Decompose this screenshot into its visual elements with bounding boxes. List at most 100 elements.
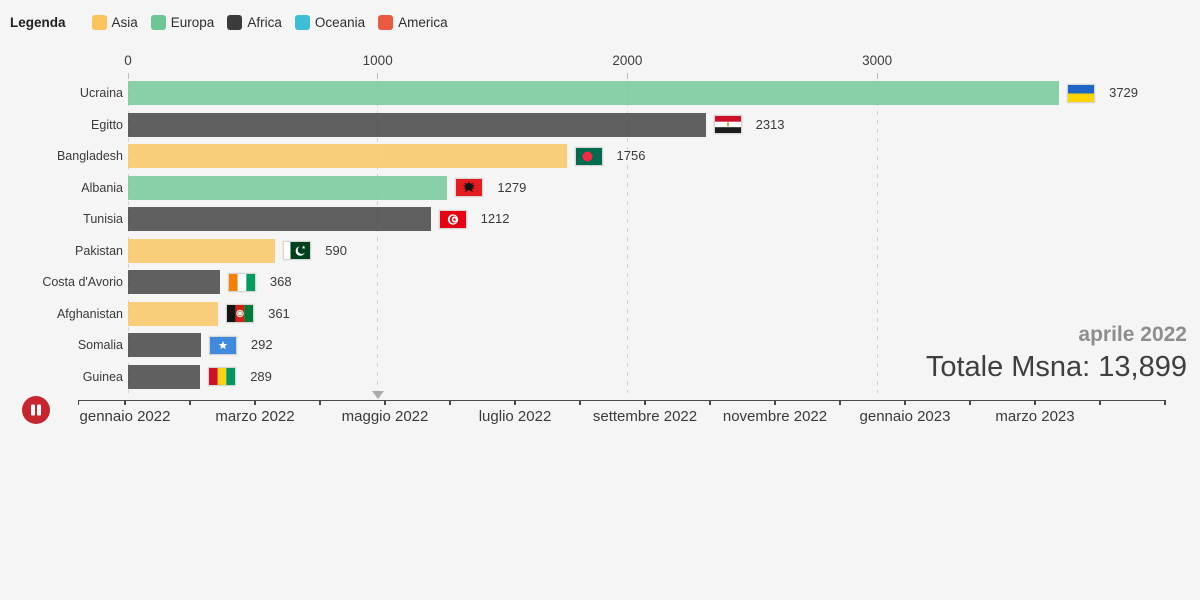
legend-label: Europa xyxy=(170,14,215,30)
timeline-tick xyxy=(254,400,256,405)
bar-value-ucraina: 3729 xyxy=(1109,85,1139,100)
timeline-tick xyxy=(319,400,321,405)
flag-afghanistan-icon xyxy=(226,304,255,323)
timeline-tick xyxy=(774,400,776,405)
legend-item-oceania: Oceania xyxy=(294,14,366,30)
country-label-afghanistan: Afghanistan xyxy=(56,306,123,321)
legend-item-america: America xyxy=(378,14,448,30)
gridline-1000 xyxy=(377,75,379,393)
country-label-egitto: Egitto xyxy=(91,117,123,132)
legend-swatch-oceania xyxy=(294,14,310,30)
legend-swatch-asia xyxy=(91,14,107,30)
x-axis-tick-label: 0 xyxy=(124,53,132,68)
country-label-costa-d-avorio: Costa d'Avorio xyxy=(42,275,123,289)
timeline-tick xyxy=(1034,400,1036,405)
x-axis-tick-mark xyxy=(626,73,628,79)
timeline-tick xyxy=(1164,400,1166,405)
x-axis-tick-mark xyxy=(876,73,878,79)
bar-value-afghanistan: 361 xyxy=(268,305,290,321)
x-axis-tick-label: 3000 xyxy=(862,53,893,68)
timeline-tick xyxy=(514,400,516,405)
country-label-albania: Albania xyxy=(81,180,123,195)
bar-bangladesh xyxy=(128,144,567,168)
legend-swatch-africa xyxy=(227,14,243,30)
bar-value-pakistan: 590 xyxy=(325,242,347,258)
flag-cote-divoire-icon xyxy=(227,272,256,292)
total-msna-value: 13,899 xyxy=(1098,351,1187,383)
country-label-tunisia: Tunisia xyxy=(83,212,123,226)
gridline-3000 xyxy=(876,75,878,393)
legend-label: Oceania xyxy=(314,14,366,30)
timeline-label-gennaio-2023: gennaio 2023 xyxy=(859,408,951,425)
bar-value-egitto: 2313 xyxy=(755,116,785,132)
legend-item-europa: Europa xyxy=(150,14,215,30)
flag-albania-icon xyxy=(455,178,484,197)
flag-ukraine-icon xyxy=(1067,83,1096,103)
x-axis-tick-mark xyxy=(127,73,129,79)
timeline-label-luglio-2022: luglio 2022 xyxy=(478,408,552,425)
timeline-tick xyxy=(1099,400,1101,405)
bar-value-somalia: 292 xyxy=(250,337,273,352)
timeline-tick xyxy=(124,400,126,405)
bar-somalia xyxy=(128,333,201,357)
x-axis-tick-label: 2000 xyxy=(612,53,643,68)
timeline-tick xyxy=(709,400,711,405)
timeline-label-marzo-2022: marzo 2022 xyxy=(215,408,295,425)
flag-somalia-icon xyxy=(208,335,237,355)
bar-ucraina xyxy=(128,81,1060,105)
timeline-tick xyxy=(904,400,906,405)
timeline-track[interactable] xyxy=(78,400,1165,405)
bar-costa-d-avorio xyxy=(128,270,220,294)
country-label-bangladesh: Bangladesh xyxy=(56,149,123,163)
timeline-label-gennaio-2022: gennaio 2022 xyxy=(79,408,171,425)
country-label-guinea: Guinea xyxy=(82,369,123,384)
legend-label: Asia xyxy=(111,14,138,30)
total-msna-label: Totale Msna: 13,899 xyxy=(925,351,1187,383)
bar-guinea xyxy=(128,364,201,389)
pause-button[interactable] xyxy=(22,396,50,424)
timeline-label-novembre-2022: novembre 2022 xyxy=(722,408,828,425)
bar-afghanistan xyxy=(128,301,219,326)
country-label-somalia: Somalia xyxy=(77,338,123,352)
bar-egitto xyxy=(128,112,706,137)
bar-value-albania: 1279 xyxy=(497,179,527,195)
legend-swatch-europa xyxy=(150,14,166,30)
country-label-ucraina: Ucraina xyxy=(79,86,123,100)
x-axis-tick-label: 1000 xyxy=(362,53,393,68)
flag-pakistan-icon xyxy=(283,241,312,260)
timeline-label-maggio-2022: maggio 2022 xyxy=(341,408,429,425)
timeline-label-marzo-2023: marzo 2023 xyxy=(995,408,1075,425)
gridline-0 xyxy=(127,75,129,393)
timeline-tick xyxy=(384,400,386,405)
flag-guinea-icon xyxy=(208,367,237,386)
continent-legend: Legenda Asia Europa Africa Oceania America xyxy=(10,12,448,32)
flag-tunisia-icon xyxy=(438,209,467,229)
current-period-label: aprile 2022 xyxy=(1078,323,1187,346)
legend-item-asia: Asia xyxy=(91,14,138,30)
bar-value-guinea: 289 xyxy=(250,368,272,384)
timeline-tick xyxy=(644,400,646,405)
gridline-2000 xyxy=(626,75,628,393)
status-panel: aprile 2022 Totale Msna: 13,899 xyxy=(926,323,1187,384)
bar-tunisia xyxy=(128,207,431,231)
country-label-pakistan: Pakistan xyxy=(75,243,123,258)
legend-title: Legenda xyxy=(10,14,66,30)
legend-items: Asia Europa Africa Oceania America xyxy=(91,14,448,30)
pause-icon xyxy=(31,404,41,416)
flag-egypt-icon xyxy=(713,115,742,134)
legend-label: Africa xyxy=(247,14,282,30)
flag-bangladesh-icon xyxy=(574,146,603,166)
timeline-tick xyxy=(839,400,841,405)
bar-value-bangladesh: 1756 xyxy=(616,148,646,163)
timeline-tick xyxy=(449,400,451,405)
timeline-slider-handle[interactable] xyxy=(371,391,384,399)
timeline-tick xyxy=(579,400,581,405)
x-axis-tick-mark xyxy=(377,73,379,79)
timeline-tick xyxy=(189,400,191,405)
legend-swatch-america xyxy=(378,14,394,30)
bar-value-costa-d-avorio: 368 xyxy=(269,274,292,289)
timeline-label-settembre-2022: settembre 2022 xyxy=(592,408,698,425)
legend-label: America xyxy=(398,14,448,30)
bar-pakistan xyxy=(128,238,276,263)
